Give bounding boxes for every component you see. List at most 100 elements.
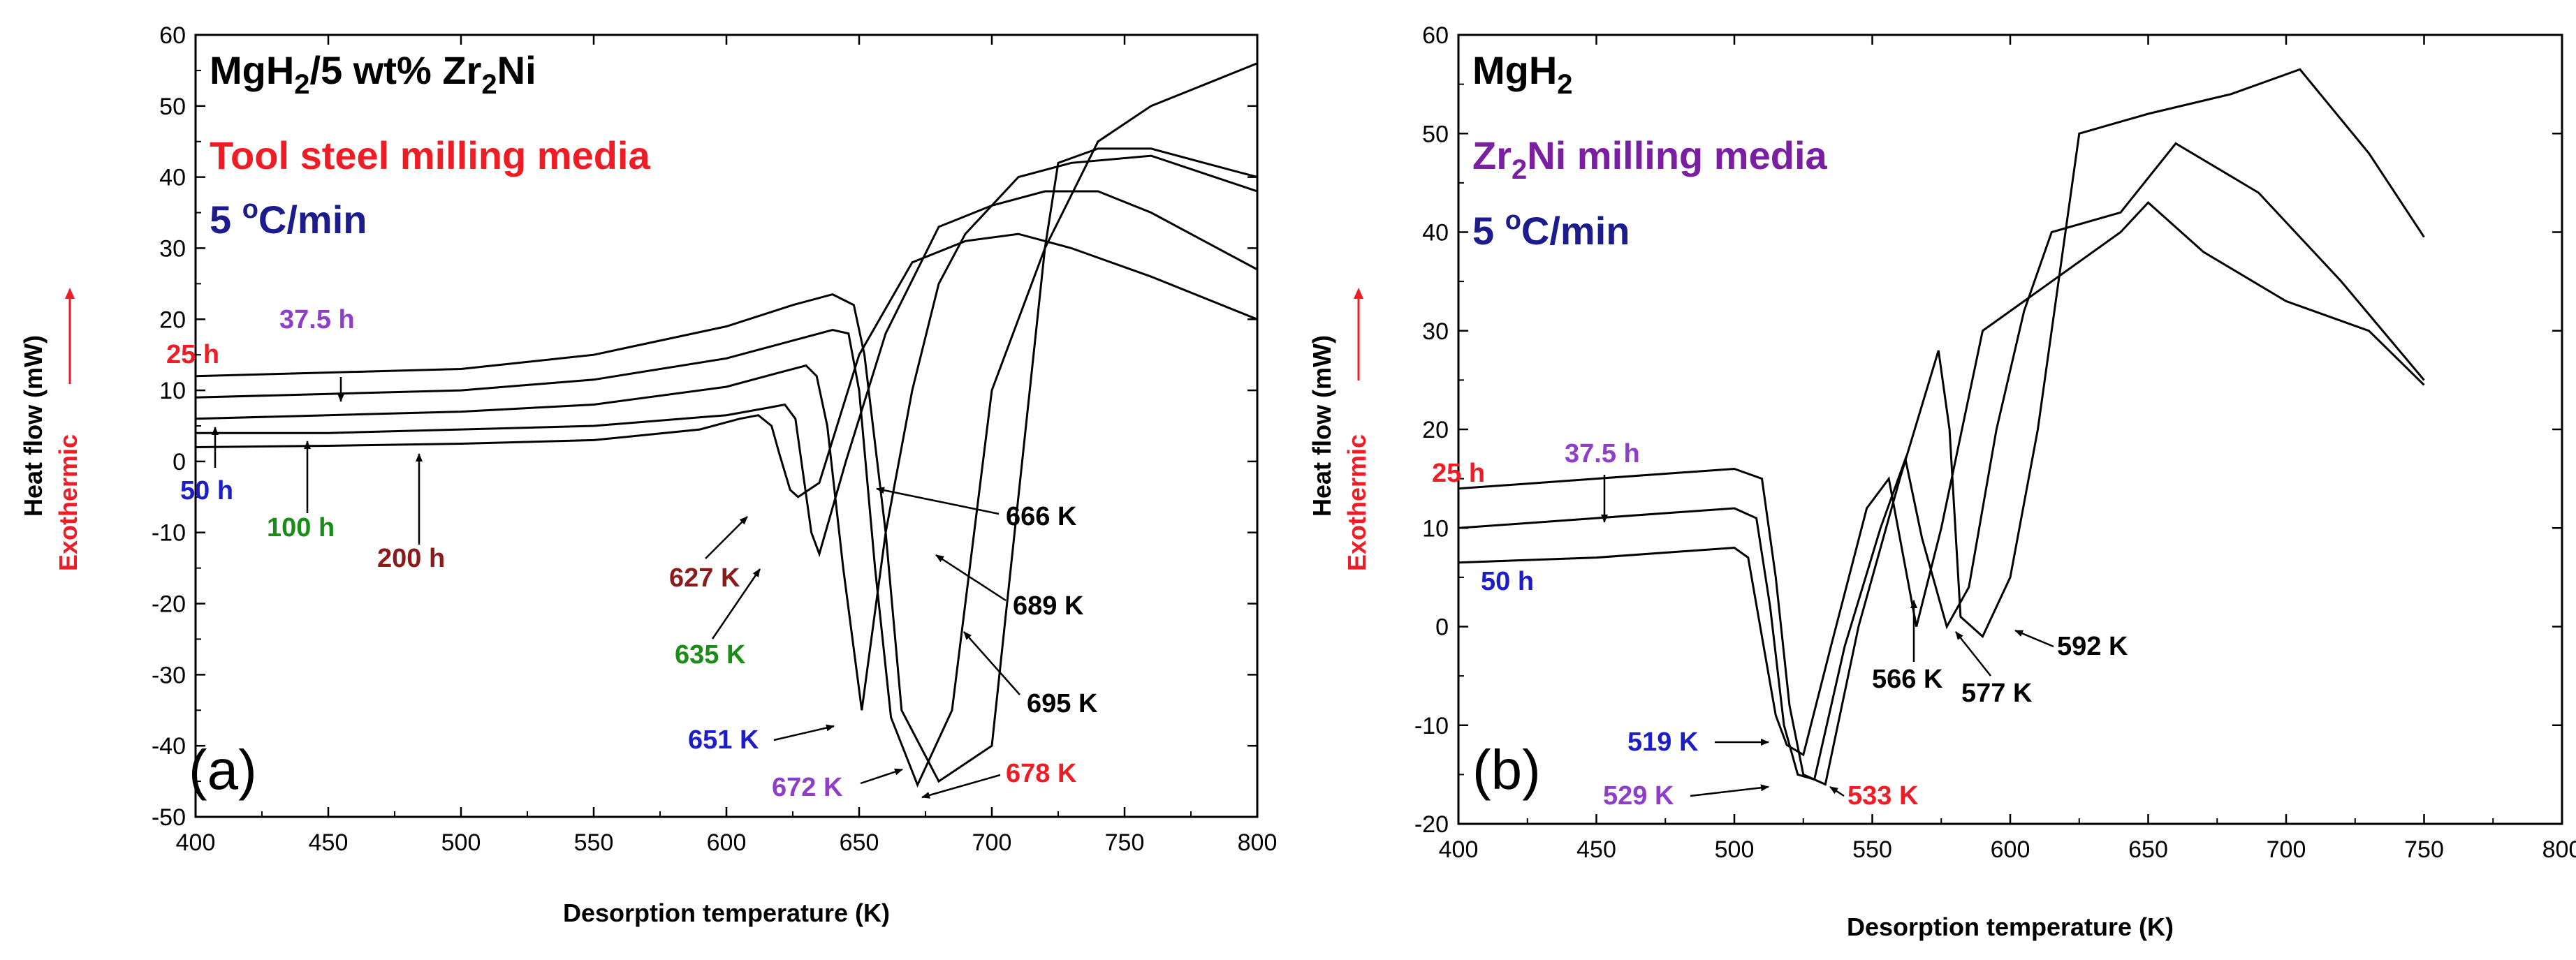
y-axis-label-b: Heat flow (mW) [1308, 335, 1336, 517]
x-tick-label: 800 [2542, 836, 2576, 863]
peak-666k-a: 666 K [1006, 502, 1077, 531]
x-tick-label: 650 [2128, 836, 2168, 863]
arrow-678k-a [921, 774, 1001, 799]
y-tick-label: -10 [152, 520, 186, 547]
arrow-577k-b [1955, 631, 1991, 677]
peak-695k-a: 695 K [1027, 689, 1098, 718]
y-tick-label: -30 [152, 662, 186, 688]
peak-566k-b: 566 K [1872, 665, 1943, 694]
series-line-50-h [195, 154, 1258, 711]
label-50h-b: 50 h [1481, 567, 1534, 596]
arrow-689k-a [935, 554, 1007, 602]
x-tick-label: 450 [309, 829, 349, 856]
arrow-651k-a [773, 724, 835, 741]
x-tick-label: 500 [1715, 836, 1755, 863]
y-tick-label: 20 [159, 307, 186, 333]
exothermic-label-a: Exothermic [54, 434, 82, 571]
y-tick-label: 0 [173, 449, 186, 475]
peak-672k-a: 672 K [772, 773, 843, 802]
panel-a: 400 450 500 550 600 650 700 750 800-50-40-30-20-… [19, 22, 1277, 927]
y-tick-label: 60 [1422, 22, 1449, 49]
x-tick-label: 750 [1105, 829, 1145, 856]
series-line-100-h [196, 190, 1258, 558]
y-tick-label: 30 [159, 235, 186, 262]
title-line-2-b: Zr2Ni milling media [1472, 133, 1828, 185]
y-tick-label: -20 [1414, 811, 1449, 838]
series-line-37-5-h [195, 147, 1258, 788]
series-line-37-5-h [1458, 142, 2425, 781]
title-line-3-a: 5 oC/min [210, 195, 367, 242]
label-37-5h-a: 37.5 h [279, 305, 355, 334]
x-tick-label: 550 [1852, 836, 1892, 863]
panel-label-a: (a) [189, 739, 257, 801]
peak-651k-a: 651 K [688, 725, 759, 755]
arrow-695k-a [963, 631, 1020, 695]
label-37-5h-b: 37.5 h [1565, 439, 1640, 468]
x-axis-label-a: Desorption temperature (K) [563, 899, 890, 927]
y-tick-label: 50 [1422, 121, 1449, 147]
exothermic-label-b: Exothermic [1342, 434, 1371, 571]
x-tick-label: 400 [176, 829, 216, 856]
arrow-627k-a [705, 516, 748, 559]
title-line-1-b: MgH2 [1472, 48, 1573, 100]
title-line-2-a: Tool steel milling media [210, 133, 650, 177]
series-line-50-h [1458, 201, 2425, 757]
x-tick-label: 750 [2404, 836, 2444, 863]
x-tick-label: 700 [972, 829, 1012, 856]
peak-592k-b: 592 K [2057, 632, 2128, 661]
x-axis-label-b: Desorption temperature (K) [1847, 913, 2174, 941]
x-tick-label: 650 [840, 829, 879, 856]
label-25h-a: 25 h [166, 340, 219, 369]
arrow-529k-b [1690, 784, 1769, 797]
label-25h-b: 25 h [1432, 459, 1485, 488]
y-tick-label: 20 [1422, 417, 1449, 443]
x-tick-label: 500 [441, 829, 481, 856]
arrow-533k-b [1829, 785, 1845, 797]
peak-689k-a: 689 K [1013, 591, 1084, 621]
curves-b [1458, 68, 2425, 786]
y-axis-label-a: Heat flow (mW) [19, 335, 47, 517]
y-tick-label: 10 [159, 378, 186, 404]
y-tick-label: 50 [159, 94, 186, 120]
y-tick-label: -10 [1414, 713, 1449, 739]
x-tick-label: 550 [574, 829, 614, 856]
arrow-635k-a [711, 568, 761, 640]
y-tick-label: 0 [1435, 614, 1449, 641]
series-line-25-h [1458, 68, 2425, 786]
peak-529k-b: 529 K [1603, 781, 1674, 811]
y-tick-label: 10 [1422, 515, 1449, 542]
curves-a [195, 62, 1258, 788]
peak-627k-a: 627 K [669, 563, 740, 593]
y-tick-label: -50 [152, 804, 186, 831]
series-line-25-h [195, 62, 1258, 783]
label-100h-a: 100 h [267, 513, 335, 542]
x-tick-label: 700 [2267, 836, 2306, 863]
x-tick-label: 600 [1991, 836, 2030, 863]
label-200h-a: 200 h [377, 544, 445, 573]
y-tick-label: 40 [1422, 220, 1449, 246]
peak-678k-a: 678 K [1006, 759, 1077, 788]
x-tick-label: 450 [1576, 836, 1616, 863]
x-tick-label: 600 [707, 829, 747, 856]
arrow-672k-a [860, 768, 903, 785]
axes-a: 400 450 500 550 600 650 700 750 800-50-40-30-20-… [152, 22, 1278, 856]
panel-label-b: (b) [1472, 739, 1541, 801]
y-tick-label: 40 [159, 165, 186, 191]
y-tick-label: 30 [1422, 318, 1449, 345]
peak-635k-a: 635 K [675, 640, 746, 670]
y-tick-label: 60 [159, 22, 186, 49]
arrow-592k-b [2014, 629, 2054, 648]
y-tick-label: -20 [152, 591, 186, 618]
label-50h-a: 50 h [180, 476, 233, 505]
peak-533k-b: 533 K [1847, 781, 1919, 811]
y-tick-label: -40 [152, 733, 186, 760]
title-line-1-a: MgH2/5 wt% Zr2Ni [210, 48, 536, 100]
arrow-666k-a [876, 487, 1000, 515]
axes-b: 400 450 500 550 600 650 700 750 800 -20 -10 0 10 20 30… [1414, 22, 2576, 863]
series-line-200-h [195, 232, 1258, 499]
title-line-3-b: 5 oC/min [1472, 206, 1630, 253]
x-tick-label: 400 [1439, 836, 1479, 863]
peak-577k-b: 577 K [1961, 679, 2033, 708]
x-tick-label: 800 [1238, 829, 1278, 856]
